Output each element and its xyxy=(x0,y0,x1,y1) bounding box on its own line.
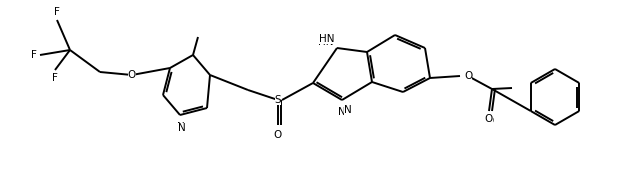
Text: O: O xyxy=(485,114,493,124)
Text: N: N xyxy=(344,105,352,115)
Text: F: F xyxy=(52,73,58,83)
Text: O: O xyxy=(128,70,136,80)
Text: N: N xyxy=(178,123,186,133)
Text: F: F xyxy=(54,7,60,17)
Text: O: O xyxy=(486,116,494,126)
Text: F: F xyxy=(31,50,37,60)
Text: O: O xyxy=(274,130,282,140)
Text: N: N xyxy=(177,122,185,132)
Text: O: O xyxy=(464,71,472,81)
Text: HN: HN xyxy=(318,37,334,47)
Text: HN: HN xyxy=(320,34,335,44)
Text: N: N xyxy=(338,107,346,117)
Text: S: S xyxy=(275,95,281,105)
Text: O: O xyxy=(463,71,471,81)
